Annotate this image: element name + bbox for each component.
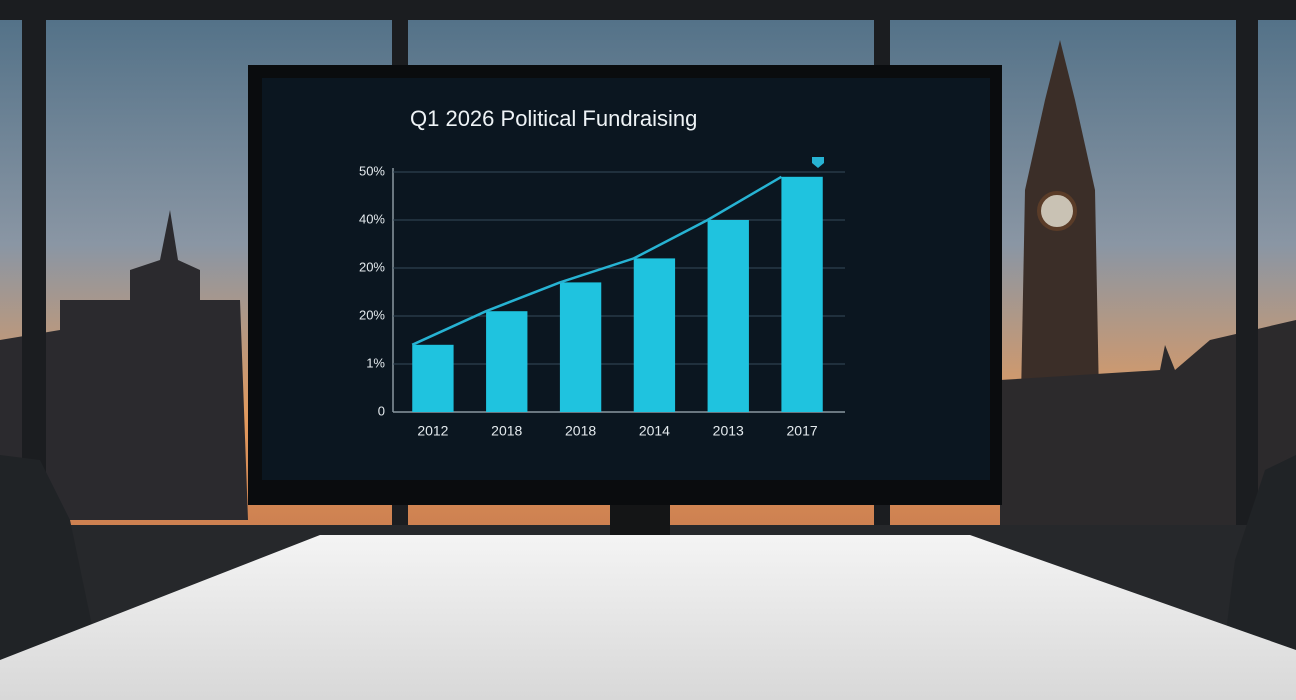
bar <box>412 344 454 412</box>
table <box>0 535 1296 700</box>
bar <box>781 176 823 412</box>
chair <box>0 455 95 660</box>
window-frame <box>1236 0 1258 530</box>
y-tick-label: 1% <box>366 355 385 370</box>
window-frame <box>22 0 46 530</box>
x-tick-label: 2018 <box>565 423 596 439</box>
y-tick-label: 0 <box>378 403 385 418</box>
window-frame <box>0 0 1296 20</box>
y-tick-label: 20% <box>359 307 385 322</box>
chair <box>1225 455 1296 660</box>
bar <box>486 311 528 412</box>
x-tick-label: 2012 <box>417 423 448 439</box>
y-tick-label: 50% <box>359 163 385 178</box>
y-tick-label: 20% <box>359 259 385 274</box>
screen <box>262 78 990 480</box>
monitor-stand <box>610 500 670 535</box>
x-tick-label: 2017 <box>787 423 818 439</box>
icon <box>812 157 824 168</box>
parliament-silhouette <box>0 210 248 520</box>
x-tick-label: 2018 <box>491 423 522 439</box>
bar <box>633 258 676 412</box>
x-tick-label: 2013 <box>713 423 744 439</box>
city-silhouette <box>1000 320 1296 530</box>
clock-face <box>1037 191 1077 231</box>
bar <box>559 282 602 412</box>
trend-line <box>411 175 783 346</box>
bar <box>707 220 749 412</box>
x-tick-label: 2014 <box>639 423 670 439</box>
y-tick-label: 40% <box>359 211 385 226</box>
clock-tower <box>1020 40 1100 450</box>
chart-title: Q1 2026 Political Fundraising <box>410 106 697 131</box>
